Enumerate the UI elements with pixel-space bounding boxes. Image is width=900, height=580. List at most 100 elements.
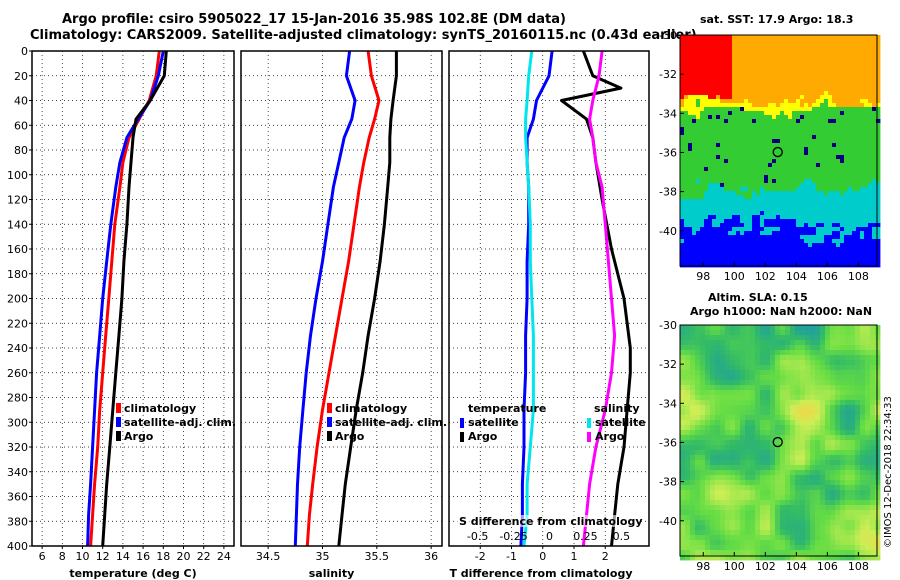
- sst-map-cell: [856, 119, 861, 124]
- sst-map-cell: [848, 259, 853, 264]
- sst-map-cell: [696, 179, 701, 184]
- sst-map-cell: [752, 243, 757, 248]
- sla-map-cell: [715, 350, 721, 356]
- sla-map-cell: [860, 440, 866, 446]
- sst-map-cell: [804, 227, 809, 232]
- sla-map-cell: [775, 375, 781, 381]
- sla-map-cell: [790, 390, 796, 396]
- sla-map-cell: [790, 335, 796, 341]
- sla-map-cell: [760, 550, 766, 556]
- sst-map-cell: [712, 243, 717, 248]
- sst-map-cell: [796, 95, 801, 100]
- sla-map-cell: [850, 375, 856, 381]
- sla-map-cell: [840, 470, 846, 476]
- sla-map-cell: [770, 520, 776, 526]
- sst-map-cell: [756, 251, 761, 256]
- sla-map-cell: [720, 510, 726, 516]
- sla-map-cell: [795, 550, 801, 556]
- sst-map-cell: [820, 111, 825, 116]
- sla-map-cell: [755, 520, 761, 526]
- sla-map-cell: [805, 360, 811, 366]
- sla-map-cell: [840, 495, 846, 501]
- sst-map-cell: [876, 87, 881, 92]
- sla-map-cell: [690, 395, 696, 401]
- sla-map-cell: [860, 555, 866, 561]
- sst-map-cell: [864, 255, 869, 260]
- sst-map-cell: [840, 131, 845, 136]
- sst-map-cell: [788, 219, 793, 224]
- sla-map-cell: [700, 360, 706, 366]
- sst-map-cell: [808, 87, 813, 92]
- sst-map-cell: [800, 139, 805, 144]
- sst-map-cell: [728, 115, 733, 120]
- sst-map-cell: [764, 259, 769, 264]
- sla-map-cell: [820, 515, 826, 521]
- sst-map-cell: [692, 55, 697, 60]
- sst-map-cell: [836, 39, 841, 44]
- sst-map-cell: [744, 143, 749, 148]
- sst-map-cell: [732, 255, 737, 260]
- sla-map-cell: [780, 415, 786, 421]
- sst-map-cell: [768, 211, 773, 216]
- sst-map-cell: [680, 235, 685, 240]
- sst-map-cell: [836, 187, 841, 192]
- sla-map-cell: [790, 500, 796, 506]
- sst-map-cell: [816, 63, 821, 68]
- sla-map-cell: [700, 370, 706, 376]
- sst-map-cell: [732, 139, 737, 144]
- sst-map-cell: [852, 115, 857, 120]
- sst-map-cell: [852, 203, 857, 208]
- y-tick-label: 280: [7, 392, 28, 405]
- sst-map-cell: [732, 95, 737, 100]
- sst-map-cell: [832, 167, 837, 172]
- sst-map-cell: [724, 47, 729, 52]
- sla-map-cell: [785, 455, 791, 461]
- map-y-tick-label: -34: [659, 107, 677, 120]
- sst-map-cell: [712, 151, 717, 156]
- sla-map-cell: [685, 335, 691, 341]
- sla-map-cell: [765, 450, 771, 456]
- sst-map-cell: [848, 239, 853, 244]
- sst-map-cell: [860, 231, 865, 236]
- sst-map-cell: [740, 131, 745, 136]
- sla-map-cell: [725, 555, 731, 561]
- sst-map-cell: [804, 247, 809, 252]
- sst-map-cell: [684, 179, 689, 184]
- sla-map-cell: [820, 390, 826, 396]
- sst-map-cell: [728, 175, 733, 180]
- sst-map-cell: [832, 55, 837, 60]
- sla-map-cell: [860, 400, 866, 406]
- sst-map-cell: [848, 135, 853, 140]
- sst-map-cell: [832, 147, 837, 152]
- sla-map-cell: [745, 410, 751, 416]
- sla-map-cell: [700, 420, 706, 426]
- sst-map-cell: [768, 83, 773, 88]
- sla-map-cell: [835, 470, 841, 476]
- sla-map-cell: [840, 510, 846, 516]
- sla-map-cell: [720, 470, 726, 476]
- sla-map-cell: [730, 455, 736, 461]
- map-y-tick-label: -38: [659, 476, 677, 489]
- sst-map-cell: [712, 55, 717, 60]
- sst-map-cell: [716, 251, 721, 256]
- sst-map-cell: [792, 195, 797, 200]
- sla-map-cell: [710, 540, 716, 546]
- sla-map-cell: [695, 475, 701, 481]
- sst-map-cell: [740, 99, 745, 104]
- sla-map-cell: [800, 400, 806, 406]
- sla-map-cell: [865, 395, 871, 401]
- sla-map-cell: [730, 490, 736, 496]
- sla-map-cell: [695, 540, 701, 546]
- sla-map-cell: [780, 330, 786, 336]
- sst-map-cell: [836, 59, 841, 64]
- sst-map-cell: [696, 55, 701, 60]
- sst-map-cell: [796, 175, 801, 180]
- sla-map-cell: [765, 380, 771, 386]
- sst-map-cell: [712, 63, 717, 68]
- sst-map-cell: [836, 43, 841, 48]
- sst-map-cell: [820, 227, 825, 232]
- sst-map-cell: [868, 99, 873, 104]
- sst-map-cell: [832, 71, 837, 76]
- sst-map-cell: [828, 251, 833, 256]
- sst-map-cell: [680, 35, 685, 40]
